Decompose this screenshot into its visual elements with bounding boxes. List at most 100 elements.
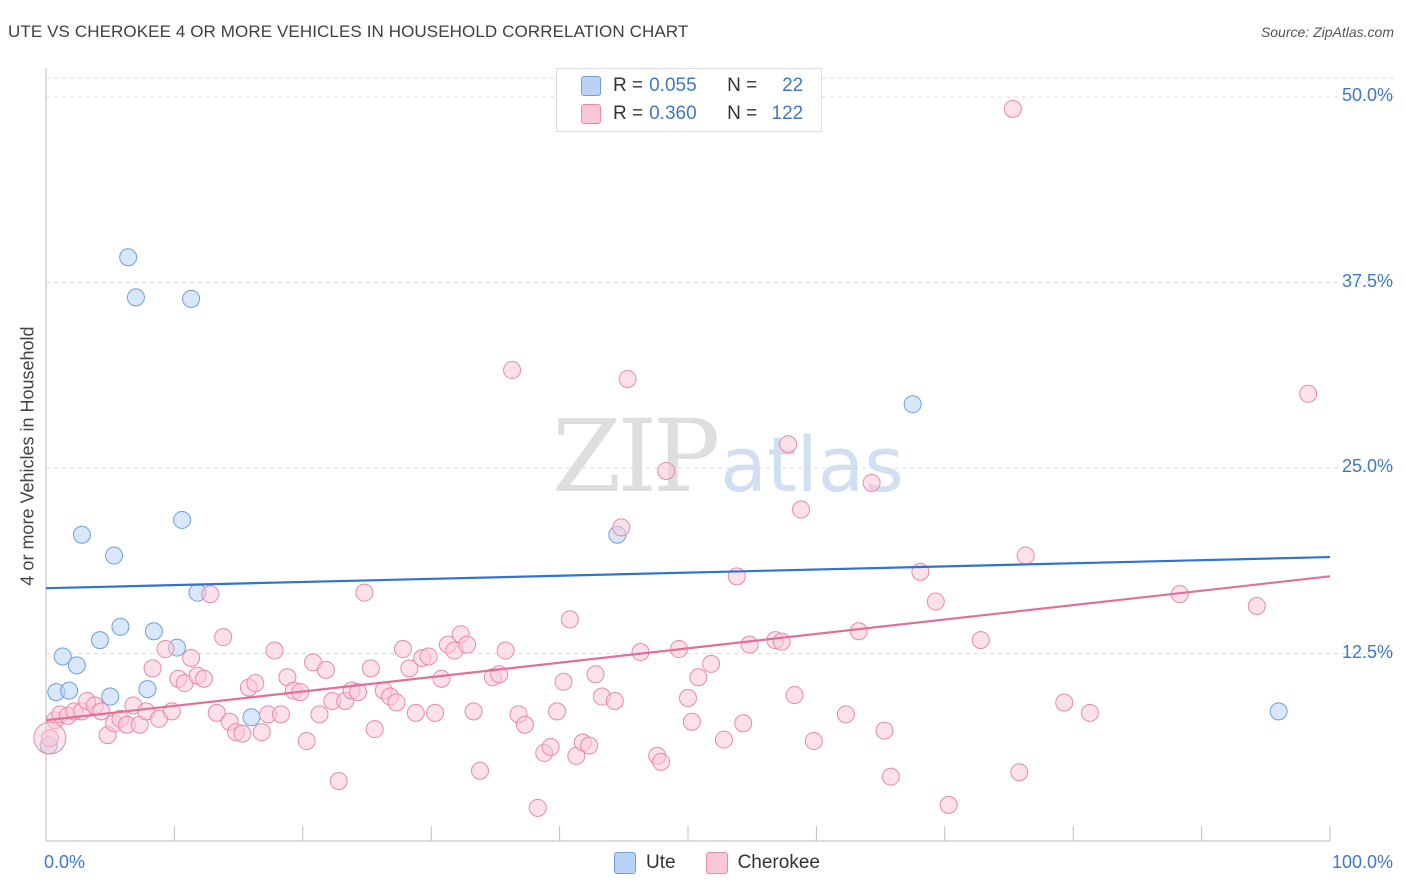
y-axis-label: 4 or more Vehicles in Household (17, 326, 38, 586)
cherokee-point (560, 610, 579, 629)
n-label: N = (727, 75, 758, 96)
cherokee-point (652, 752, 671, 771)
cherokee-point (1016, 546, 1035, 565)
cherokee-swatch (705, 852, 728, 874)
cherokee-point (156, 640, 175, 659)
ute-point (53, 647, 72, 666)
cherokee-point (329, 772, 348, 791)
cherokee-point (679, 689, 697, 708)
cherokee-r-value: 0.360 (649, 103, 697, 124)
cherokee-point (971, 631, 990, 650)
cherokee-point (252, 723, 271, 742)
cherokee-point (458, 635, 477, 654)
n-label: N = (727, 103, 758, 124)
ute-point (144, 622, 163, 641)
legend-label-ute: Ute (646, 852, 676, 873)
correlation-legend: R = 0.055 N = 22 R = 0.360 N = 122 (556, 68, 822, 132)
cherokee-point (400, 659, 419, 678)
cherokee-point (246, 674, 265, 693)
cherokee-point (779, 435, 798, 454)
cherokee-point (785, 686, 804, 705)
cherokee-point (702, 654, 721, 673)
cherokee-point (586, 665, 605, 684)
ute-point (242, 708, 261, 727)
legend-item-ute[interactable]: Ute (614, 852, 676, 874)
cherokee-point (349, 683, 368, 702)
cherokee-point (214, 628, 233, 647)
cherokee-point (464, 702, 483, 721)
cherokee-point (791, 500, 810, 519)
cherokee-point (496, 641, 515, 660)
chart-title: UTE VS CHEROKEE 4 OR MORE VEHICLES IN HO… (8, 22, 689, 41)
y-tick-label: 50.0% (1341, 85, 1393, 105)
ute-point (72, 525, 91, 544)
ute-trend-line (45, 555, 1331, 590)
cherokee-point (92, 702, 111, 721)
cherokee-point (849, 622, 868, 641)
cherokee-point (548, 702, 567, 721)
cherokee-point (393, 640, 412, 659)
cherokee-point (1003, 99, 1022, 118)
ute-point (182, 289, 201, 308)
ute-point (903, 395, 922, 414)
cherokee-point (201, 585, 220, 604)
legend-row-cherokee: R = 0.360 N = 122 (581, 101, 803, 127)
cherokee-point (233, 724, 252, 743)
cherokee-point (297, 732, 316, 751)
cherokee-point (1299, 384, 1318, 403)
cherokee-point (432, 669, 451, 688)
cherokee-swatch (581, 104, 601, 124)
ute-point (90, 631, 109, 650)
cherokee-point (580, 736, 599, 755)
cherokee-n-value: 122 (771, 103, 804, 124)
ute-swatch (614, 852, 636, 874)
x-tick-label-max: 100.0% (1331, 852, 1393, 872)
cherokee-point (40, 729, 59, 748)
ute-point (119, 248, 138, 267)
cherokee-point (714, 730, 733, 749)
cherokee-point (804, 732, 823, 751)
r-label: R = (613, 75, 644, 96)
cherokee-point (387, 693, 406, 712)
ute-point (126, 288, 145, 307)
grid-layer (46, 77, 1395, 654)
cherokee-point (143, 659, 162, 678)
cherokee-point (939, 795, 958, 814)
cherokee-cluster-point (33, 721, 67, 755)
cherokee-point (503, 361, 522, 380)
cherokee-point (361, 659, 380, 678)
cherokee-point (657, 461, 676, 480)
cherokee-point (605, 691, 624, 710)
cherokee-point (772, 632, 791, 651)
cherokee-point (881, 767, 900, 786)
cherokee-point (1247, 597, 1266, 616)
cherokee-point (1080, 703, 1099, 722)
ute-point (67, 656, 86, 675)
cherokee-point (689, 668, 708, 687)
cherokee-point (618, 369, 637, 388)
cherokee-point (265, 641, 284, 660)
cherokee-point (310, 705, 329, 724)
watermark-atlas: atlas (720, 420, 904, 509)
legend-row-ute: R = 0.055 N = 22 (581, 73, 803, 99)
cherokee-point (1010, 763, 1029, 782)
ute-r-value: 0.055 (649, 75, 697, 96)
cherokee-point (682, 712, 701, 731)
cherokee-point (355, 583, 374, 602)
legend-label-cherokee: Cherokee (737, 852, 820, 873)
legend-item-cherokee[interactable]: Cherokee (705, 852, 820, 874)
cherokee-point (875, 721, 894, 740)
ute-point (1269, 702, 1288, 721)
axis-layer (45, 68, 1331, 842)
ute-point (138, 680, 157, 699)
ute-swatch (581, 76, 601, 96)
cherokee-point (365, 720, 384, 739)
cherokee-point (316, 660, 335, 679)
x-tick-label-min: 0.0% (44, 852, 86, 872)
trend-layer (45, 555, 1331, 722)
cherokee-point (541, 737, 560, 756)
cherokee-trend-line (45, 575, 1331, 722)
cherokee-point (470, 761, 489, 780)
ute-point (60, 681, 79, 700)
ute-point (101, 687, 120, 706)
